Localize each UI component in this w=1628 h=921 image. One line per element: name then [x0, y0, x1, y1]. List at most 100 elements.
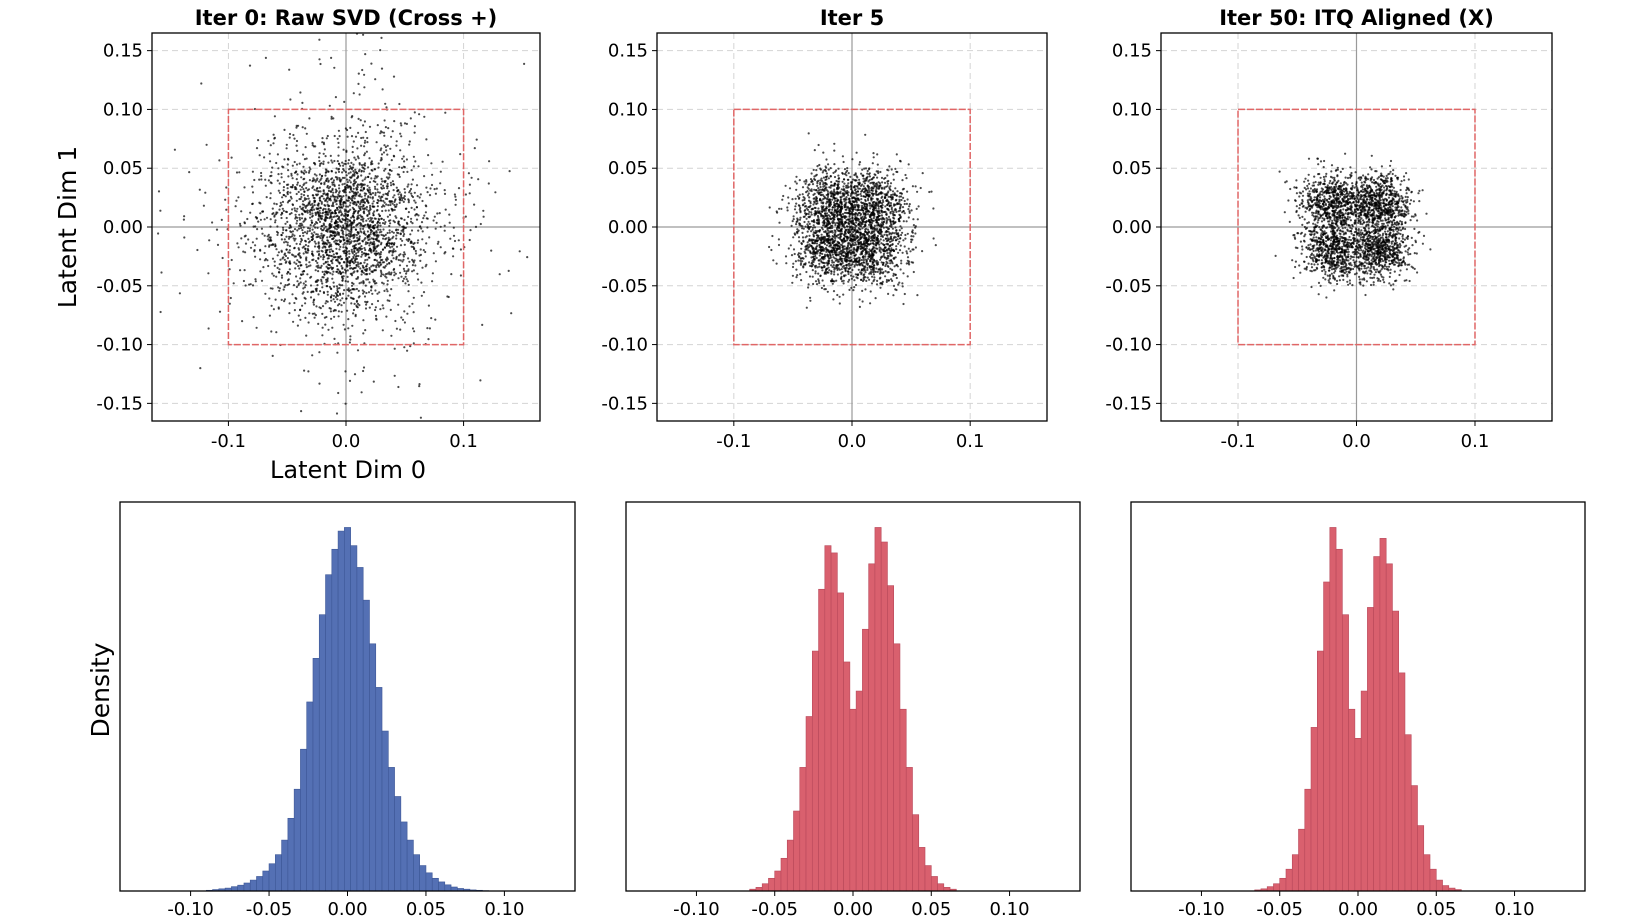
scatter-point — [836, 273, 840, 276]
scatter-point — [243, 221, 246, 224]
scatter-point — [357, 254, 360, 258]
scatter-point — [159, 310, 162, 314]
scatter-point — [263, 251, 266, 255]
scatter-point — [384, 221, 387, 224]
scatter-point — [403, 160, 406, 163]
scatter-point — [309, 264, 312, 267]
scatter-point — [338, 261, 341, 264]
scatter-point — [851, 234, 854, 238]
scatter-point — [345, 256, 349, 260]
scatter-point — [362, 266, 365, 269]
scatter-point — [824, 170, 828, 173]
scatter-point — [271, 207, 274, 210]
scatter-point — [798, 240, 801, 243]
scatter-point — [340, 310, 343, 313]
scatter-point — [372, 232, 375, 236]
scatter-point — [324, 216, 327, 219]
scatter-point — [343, 218, 346, 221]
scatter-point — [395, 205, 398, 208]
scatter-point — [839, 199, 842, 202]
scatter-point — [832, 290, 836, 293]
scatter-point — [321, 215, 324, 218]
scatter-point — [393, 155, 396, 158]
scatter-point — [359, 227, 362, 230]
scatter-point — [797, 236, 801, 239]
scatter-point — [305, 157, 308, 160]
scatter-point — [866, 213, 870, 216]
scatter-point — [362, 163, 366, 166]
scatter-point — [346, 269, 349, 272]
scatter-point — [321, 326, 324, 329]
scatter-point — [372, 280, 375, 283]
scatter-point — [869, 215, 872, 219]
scatter-point — [332, 179, 335, 182]
scatter-point — [834, 231, 837, 234]
scatter-point — [287, 199, 290, 203]
scatter-point — [339, 235, 342, 238]
scatter-point — [845, 218, 848, 221]
x-tick-label: 0.0 — [332, 431, 361, 452]
scatter-point — [424, 265, 427, 268]
scatter-point — [375, 264, 378, 267]
scatter-point — [474, 225, 478, 228]
scatter-point — [293, 239, 296, 242]
scatter-point — [297, 253, 300, 256]
scatter-point — [343, 289, 346, 292]
scatter-point — [288, 249, 291, 252]
scatter-point — [906, 198, 909, 201]
scatter-point — [384, 102, 387, 105]
scatter-point — [311, 186, 314, 189]
scatter-point — [338, 177, 341, 180]
scatter-point — [325, 179, 328, 182]
scatter-point — [833, 273, 836, 276]
scatter-point — [362, 211, 365, 214]
scatter-point — [434, 318, 437, 321]
scatter-point — [891, 243, 894, 246]
scatter-point — [293, 228, 297, 231]
scatter-point — [872, 206, 875, 209]
scatter-point — [308, 312, 311, 315]
scatter-point — [289, 98, 292, 101]
scatter-point — [849, 239, 852, 242]
scatter-point — [271, 166, 274, 169]
scatter-point — [910, 238, 913, 241]
scatter-point — [810, 211, 813, 214]
scatter-point — [332, 270, 335, 273]
scatter-point — [829, 191, 832, 194]
scatter-point — [407, 211, 410, 214]
scatter-point — [909, 250, 912, 253]
scatter-point — [810, 230, 813, 233]
scatter-point — [236, 242, 239, 245]
scatter-point — [910, 235, 913, 238]
scatter-point — [269, 160, 272, 163]
scatter-point — [269, 236, 272, 239]
scatter-point — [400, 316, 403, 319]
scatter-point — [376, 221, 379, 224]
scatter-point — [335, 294, 338, 297]
scatter-point — [318, 196, 321, 199]
scatter-point — [375, 141, 378, 144]
scatter-point — [829, 250, 832, 253]
scatter-point — [851, 263, 854, 266]
scatter-point — [309, 284, 313, 287]
scatter-point — [786, 206, 789, 209]
scatter-point — [346, 210, 349, 213]
scatter-point — [254, 225, 257, 228]
scatter-point — [379, 130, 383, 133]
scatter-point — [356, 200, 359, 203]
scatter-point — [399, 122, 402, 125]
scatter-point — [796, 228, 799, 231]
scatter-point — [841, 172, 845, 175]
scatter-point — [337, 268, 340, 271]
scatter-point — [820, 233, 823, 236]
scatter-point — [842, 279, 845, 282]
scatter-point — [384, 209, 387, 212]
scatter-point — [333, 337, 336, 340]
scatter-point — [320, 202, 323, 205]
scatter-point — [342, 301, 346, 304]
scatter-point — [834, 243, 837, 246]
scatter-point — [259, 218, 262, 221]
scatter-point — [336, 298, 339, 301]
scatter-point — [313, 201, 316, 204]
scatter-point — [319, 190, 322, 193]
